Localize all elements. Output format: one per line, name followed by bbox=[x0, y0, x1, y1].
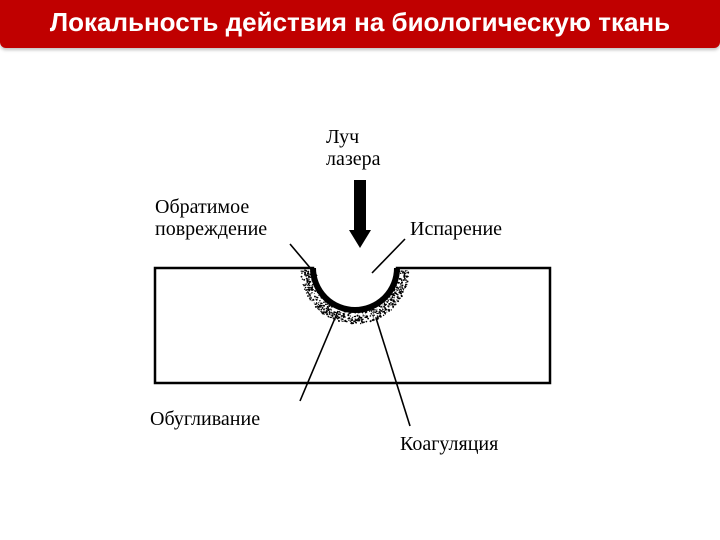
diagram-stage: Луч лазера Обратимое повреждение Испарен… bbox=[0, 48, 720, 508]
label-charring: Обугливание bbox=[150, 408, 260, 430]
label-coagulation: Коагуляция bbox=[400, 433, 498, 455]
laser-tissue-diagram bbox=[0, 48, 720, 508]
label-reversible-damage: Обратимое повреждение bbox=[155, 196, 267, 240]
label-evaporation: Испарение bbox=[410, 218, 502, 240]
page-title: Локальность действия на биологическую тк… bbox=[0, 0, 720, 48]
label-laser-beam: Луч лазера bbox=[326, 126, 381, 170]
